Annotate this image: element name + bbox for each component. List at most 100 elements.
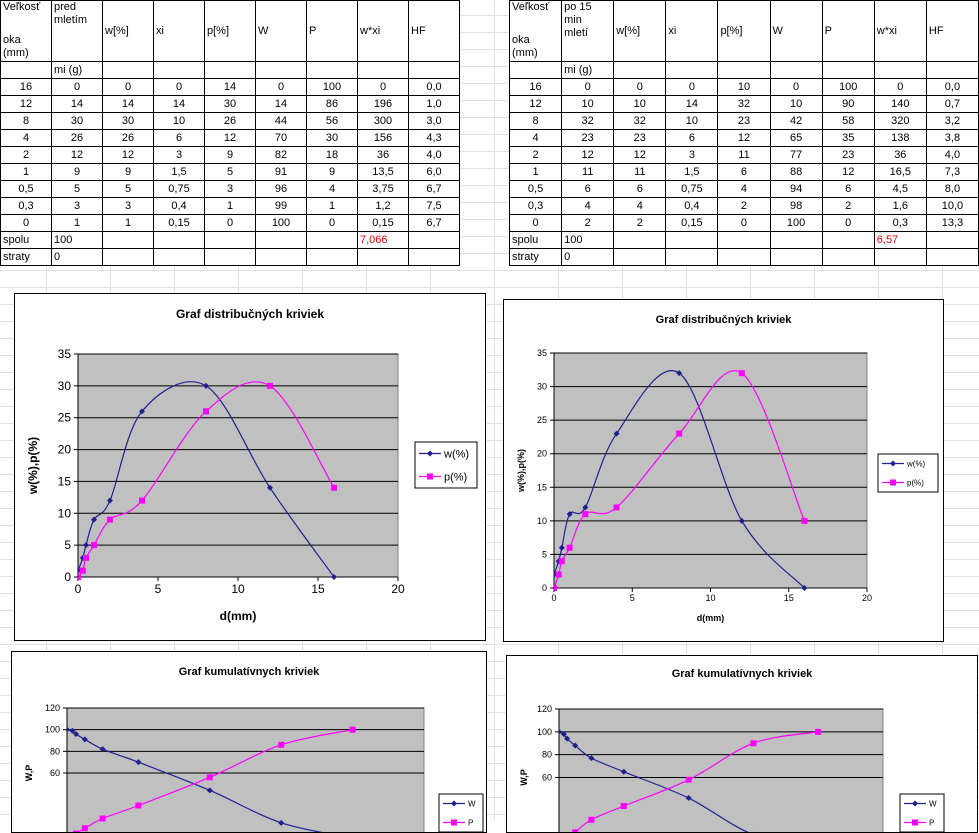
data-cell[interactable]: 12 — [52, 147, 103, 164]
data-cell[interactable]: 10 — [770, 96, 822, 113]
data-cell[interactable]: 6 — [154, 130, 205, 147]
data-cell[interactable]: 3 — [52, 198, 103, 215]
data-cell[interactable]: 0 — [154, 79, 205, 96]
data-cell[interactable]: 23 — [718, 113, 770, 130]
empty-cell[interactable] — [307, 62, 358, 79]
data-cell[interactable]: 8,0 — [926, 181, 978, 198]
data-cell[interactable]: 30 — [205, 96, 256, 113]
data-cell[interactable]: 99 — [256, 198, 307, 215]
data-cell[interactable]: 10 — [562, 96, 614, 113]
header-col-0[interactable]: w[%] — [103, 1, 154, 62]
data-cell[interactable]: 300 — [358, 113, 409, 130]
data-cell[interactable]: 32 — [614, 113, 666, 130]
total-wxi[interactable]: 7,066 — [358, 232, 409, 249]
data-cell[interactable]: 2 — [562, 215, 614, 232]
empty-cell[interactable] — [154, 249, 205, 266]
empty-cell[interactable] — [154, 62, 205, 79]
header-col-4[interactable]: P — [307, 1, 358, 62]
data-cell[interactable]: 4 — [1, 130, 52, 147]
data-cell[interactable]: 2 — [1, 147, 52, 164]
data-cell[interactable]: 5 — [52, 181, 103, 198]
data-cell[interactable]: 44 — [256, 113, 307, 130]
data-cell[interactable]: 1,5 — [666, 164, 718, 181]
data-cell[interactable]: 26 — [103, 130, 154, 147]
data-cell[interactable]: 0 — [874, 79, 926, 96]
data-cell[interactable]: 0 — [770, 79, 822, 96]
data-cell[interactable]: 26 — [205, 113, 256, 130]
empty-cell[interactable] — [307, 249, 358, 266]
header-col-6[interactable]: HF — [409, 1, 460, 62]
data-cell[interactable]: 4,0 — [409, 147, 460, 164]
empty-cell[interactable] — [926, 62, 978, 79]
data-cell[interactable]: 100 — [307, 79, 358, 96]
data-cell[interactable]: 35 — [822, 130, 874, 147]
data-cell[interactable]: 58 — [822, 113, 874, 130]
header-col-1[interactable]: xi — [154, 1, 205, 62]
empty-cell[interactable] — [718, 249, 770, 266]
data-cell[interactable]: 23 — [562, 130, 614, 147]
empty-cell[interactable] — [103, 62, 154, 79]
data-cell[interactable]: 32 — [718, 96, 770, 113]
data-cell[interactable]: 23 — [614, 130, 666, 147]
data-cell[interactable]: 96 — [256, 181, 307, 198]
header-col-1[interactable]: xi — [666, 1, 718, 62]
empty-cell[interactable] — [874, 62, 926, 79]
data-cell[interactable]: 3,8 — [926, 130, 978, 147]
data-cell[interactable]: 0 — [307, 215, 358, 232]
data-cell[interactable]: 0,15 — [358, 215, 409, 232]
data-cell[interactable]: 6 — [822, 181, 874, 198]
data-cell[interactable]: 12 — [562, 147, 614, 164]
data-cell[interactable]: 0,5 — [510, 181, 562, 198]
data-cell[interactable]: 0,3 — [1, 198, 52, 215]
data-cell[interactable]: 0,15 — [666, 215, 718, 232]
data-cell[interactable]: 14 — [154, 96, 205, 113]
data-cell[interactable]: 0 — [358, 79, 409, 96]
empty-cell[interactable] — [614, 62, 666, 79]
data-cell[interactable]: 0 — [562, 79, 614, 96]
data-cell[interactable]: 196 — [358, 96, 409, 113]
empty-cell[interactable] — [409, 249, 460, 266]
header-col-3[interactable]: W — [770, 1, 822, 62]
data-cell[interactable]: 88 — [770, 164, 822, 181]
loss-value[interactable]: 0 — [52, 249, 103, 266]
empty-cell[interactable] — [770, 232, 822, 249]
data-cell[interactable]: 26 — [52, 130, 103, 147]
data-cell[interactable]: 0,5 — [1, 181, 52, 198]
empty-cell[interactable] — [770, 62, 822, 79]
data-cell[interactable]: 2 — [718, 198, 770, 215]
empty-cell[interactable] — [822, 232, 874, 249]
unit-cell[interactable]: mi (g) — [52, 62, 103, 79]
data-cell[interactable]: 10,0 — [926, 198, 978, 215]
data-cell[interactable]: 0 — [614, 79, 666, 96]
data-cell[interactable]: 0 — [256, 79, 307, 96]
data-cell[interactable]: 3 — [154, 147, 205, 164]
data-cell[interactable]: 16,5 — [874, 164, 926, 181]
data-cell[interactable]: 11 — [718, 147, 770, 164]
data-cell[interactable]: 140 — [874, 96, 926, 113]
data-cell[interactable]: 1 — [510, 164, 562, 181]
data-cell[interactable]: 4,0 — [926, 147, 978, 164]
data-cell[interactable]: 14 — [256, 96, 307, 113]
data-cell[interactable]: 6,7 — [409, 181, 460, 198]
data-cell[interactable]: 6 — [614, 181, 666, 198]
data-cell[interactable]: 4 — [718, 181, 770, 198]
total-value[interactable]: 100 — [562, 232, 614, 249]
data-cell[interactable]: 10 — [614, 96, 666, 113]
data-cell[interactable]: 98 — [770, 198, 822, 215]
data-cell[interactable]: 16 — [1, 79, 52, 96]
data-cell[interactable]: 0 — [103, 79, 154, 96]
data-cell[interactable]: 0,4 — [666, 198, 718, 215]
data-cell[interactable]: 156 — [358, 130, 409, 147]
total-label[interactable]: spolu — [510, 232, 562, 249]
empty-cell[interactable] — [205, 62, 256, 79]
empty-cell[interactable] — [103, 249, 154, 266]
data-cell[interactable]: 10 — [154, 113, 205, 130]
total-value[interactable]: 100 — [52, 232, 103, 249]
total-label[interactable]: spolu — [1, 232, 52, 249]
empty-cell[interactable] — [1, 62, 52, 79]
data-cell[interactable]: 77 — [770, 147, 822, 164]
data-cell[interactable]: 6,0 — [409, 164, 460, 181]
